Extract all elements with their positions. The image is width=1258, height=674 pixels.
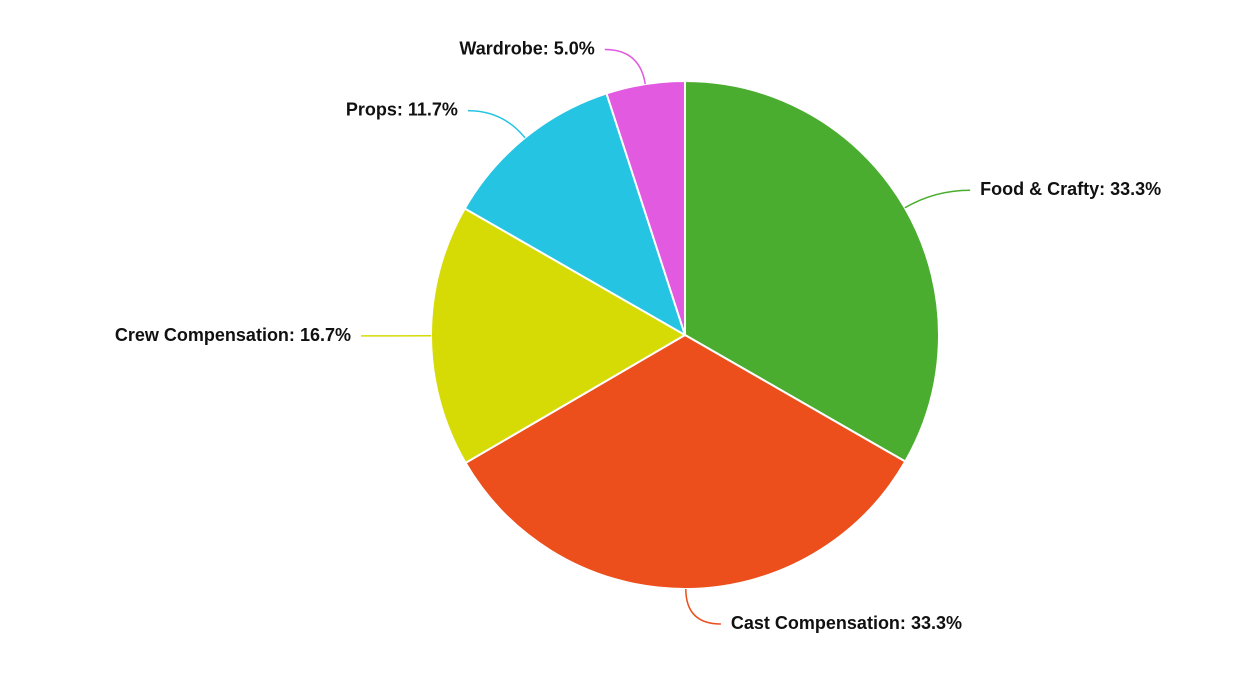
- slice-name: Props:: [346, 99, 403, 119]
- pie-slice: [605, 79, 686, 336]
- slice-label: Food & Crafty: 33.3%: [980, 179, 1161, 199]
- slice-value: 16.7%: [300, 325, 351, 345]
- pie-slice: [684, 79, 940, 463]
- pie-slice: [464, 333, 907, 590]
- pie-slice: [430, 207, 687, 465]
- leader-line: [604, 48, 647, 85]
- slice-value: 5.0%: [554, 38, 595, 58]
- slice-value: 33.3%: [1110, 179, 1161, 199]
- leader-line: [904, 189, 971, 209]
- slice-name: Crew Compensation:: [115, 325, 295, 345]
- slice-name: Cast Compensation:: [731, 613, 906, 633]
- leader-line: [467, 109, 526, 139]
- slice-label: Wardrobe: 5.0%: [459, 38, 594, 58]
- slice-label: Cast Compensation: 33.3%: [731, 613, 962, 633]
- slice-value: 33.3%: [911, 613, 962, 633]
- leader-line: [685, 588, 721, 625]
- slice-name: Food & Crafty:: [980, 179, 1105, 199]
- pie-slice: [463, 92, 687, 338]
- slice-value: 11.7%: [408, 99, 458, 119]
- slice-label: Props: 11.7%: [346, 99, 458, 119]
- slice-label: Crew Compensation: 16.7%: [115, 325, 351, 345]
- slice-name: Wardrobe:: [459, 38, 548, 58]
